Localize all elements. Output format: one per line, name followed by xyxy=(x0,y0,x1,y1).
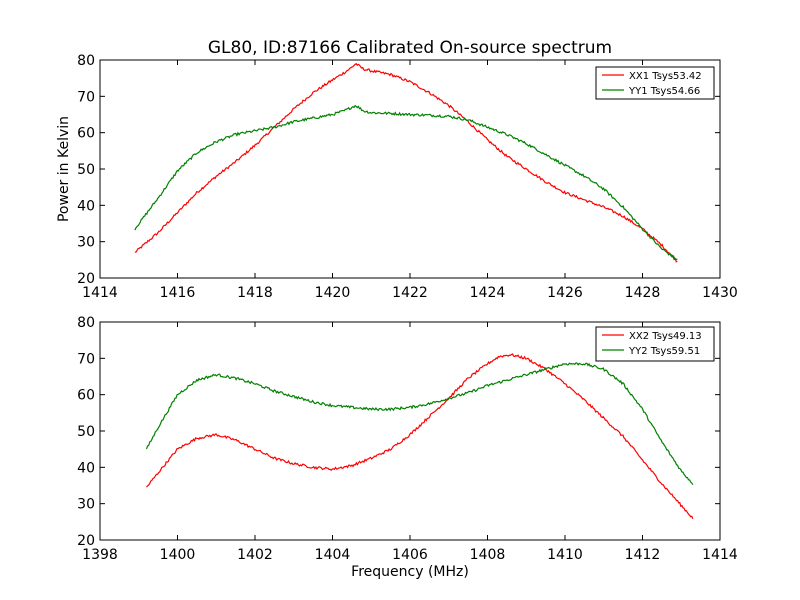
legend-label: YY2 Tsys59.51 xyxy=(628,346,700,357)
y-tick-label: 70 xyxy=(77,351,95,367)
x-tick-label: 1428 xyxy=(625,285,661,301)
x-tick-label: 1412 xyxy=(625,547,661,563)
y-tick-label: 30 xyxy=(77,497,95,513)
x-tick-label: 1408 xyxy=(470,547,506,563)
y-tick-label: 80 xyxy=(77,53,95,69)
x-tick-label: 1416 xyxy=(160,285,196,301)
y-tick-label: 70 xyxy=(77,89,95,105)
y-tick-label: 60 xyxy=(77,388,95,404)
x-tick-label: 1414 xyxy=(82,285,118,301)
series-line-2-2 xyxy=(145,362,694,486)
y-tick-label: 50 xyxy=(77,162,95,178)
y-tick-label: 30 xyxy=(77,235,95,251)
series-line-1-1 xyxy=(134,62,678,263)
y-tick-label: 80 xyxy=(77,315,95,331)
legend-label: YY1 Tsys54.66 xyxy=(628,86,700,97)
top-spectrum-panel: 1414 1416 1418 1420 1422 1424 1426 1428 1430 20 30… xyxy=(56,53,738,301)
y-tick-label: 20 xyxy=(77,533,95,549)
x-tick-label: 1422 xyxy=(392,285,428,301)
x-tick-label: 1430 xyxy=(702,285,738,301)
series-line-2-1 xyxy=(146,353,694,520)
x-tick-label: 1400 xyxy=(160,547,196,563)
legend-1: XX1 Tsys53.42 YY1 Tsys54.66 xyxy=(595,66,715,100)
legend-2: XX2 Tsys49.13 YY2 Tsys59.51 xyxy=(595,326,715,362)
x-tick-label: 1418 xyxy=(237,285,273,301)
legend-label: XX2 Tsys49.13 xyxy=(629,331,702,342)
bottom-spectrum-panel: 1398 1400 1402 1404 1406 1408 1410 1412 1414 20 30… xyxy=(77,315,738,580)
legend-label: XX1 Tsys53.42 xyxy=(629,71,702,82)
x-tick-label: 1402 xyxy=(237,547,273,563)
x-tick-label: 1420 xyxy=(315,285,351,301)
figure-title: GL80, ID:87166 Calibrated On-source spec… xyxy=(208,38,612,58)
y-tick-label: 40 xyxy=(77,198,95,214)
x-tick-label: 1398 xyxy=(82,547,118,563)
y-tick-label: 40 xyxy=(77,460,95,476)
x-tick-label: 1410 xyxy=(547,547,583,563)
x-tick-label: 1404 xyxy=(315,547,351,563)
y-tick-label: 50 xyxy=(77,424,95,440)
x-axis-label: Frequency (MHz) xyxy=(351,564,469,580)
x-tick-label: 1424 xyxy=(470,285,506,301)
x-tick-label: 1406 xyxy=(392,547,428,563)
legend-box xyxy=(595,326,715,362)
series-line-1-2 xyxy=(134,104,678,261)
x-tick-label: 1414 xyxy=(702,547,738,563)
legend-box xyxy=(595,66,715,100)
x-tick-label: 1426 xyxy=(547,285,583,301)
y-axis-label: Power in Kelvin xyxy=(56,116,72,222)
y-tick-label: 20 xyxy=(77,271,95,287)
y-tick-label: 60 xyxy=(77,126,95,142)
